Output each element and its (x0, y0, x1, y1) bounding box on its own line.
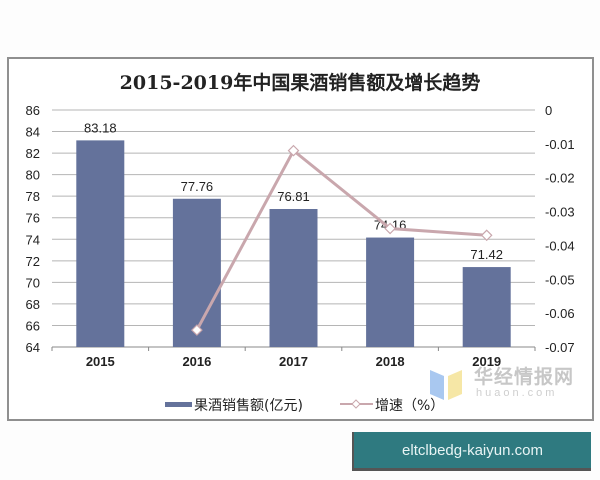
diamond-marker-icon (480, 229, 493, 242)
x-axis-label: 2017 (279, 354, 308, 369)
bar-2017 (269, 209, 318, 347)
bar-2018 (366, 237, 415, 347)
bar-value-label: 76.81 (277, 189, 310, 204)
right-axis-tick: -0.06 (545, 306, 575, 321)
site-badge[interactable]: eltclbedg-kaiyun.com (352, 432, 591, 471)
right-axis-tick: 0 (545, 103, 552, 118)
diamond-marker-icon (191, 324, 203, 336)
bar-value-label: 77.76 (181, 179, 214, 194)
legend-bar-swatch (165, 402, 192, 407)
legend-bar-label: 果酒销售额(亿元) (194, 398, 303, 414)
right-axis-tick: -0.07 (545, 340, 575, 355)
right-axis-tick: -0.04 (545, 238, 575, 253)
left-axis-tick: 64 (26, 340, 40, 355)
left-axis-tick: 74 (26, 232, 40, 247)
watermark-logo-icon (430, 370, 462, 400)
left-axis-tick: 86 (26, 103, 40, 118)
x-axis-label: 2019 (472, 354, 501, 369)
bar-2016 (172, 198, 221, 347)
bar-2019 (462, 267, 511, 347)
bar-value-label: 83.18 (84, 120, 117, 135)
left-axis-tick: 70 (26, 275, 40, 290)
diamond-marker-icon (384, 222, 396, 235)
diamond-marker-icon (287, 144, 300, 157)
watermark-cn: 华经情报网 (474, 367, 575, 388)
legend-diamond-icon (351, 399, 361, 409)
x-axis-label: 2015 (86, 354, 115, 369)
left-axis-tick: 84 (26, 125, 40, 140)
left-axis-tick: 82 (26, 146, 40, 161)
x-axis-label: 2018 (376, 354, 405, 369)
legend-line-label: 增速（%） (375, 398, 444, 414)
left-axis-tick: 80 (26, 168, 40, 183)
right-axis-tick: -0.01 (545, 137, 575, 152)
right-axis-tick: -0.03 (545, 205, 575, 220)
watermark: 华经情报网 huaon.com (428, 362, 598, 408)
growth-line (195, 148, 487, 331)
left-axis-tick: 76 (26, 211, 40, 226)
chart-title: 2015-2019年中国果酒销售额及增长趋势 (119, 72, 481, 94)
watermark-en: huaon.com (476, 387, 558, 399)
bar-value-label: 71.42 (470, 247, 503, 262)
left-axis-tick: 66 (26, 318, 40, 333)
left-axis-tick: 68 (26, 297, 40, 312)
right-axis-tick: -0.02 (545, 171, 575, 186)
x-axis-label: 2016 (182, 354, 211, 369)
bar-2015 (76, 140, 125, 347)
right-axis-tick: -0.05 (545, 272, 575, 287)
left-axis-tick: 78 (26, 189, 40, 204)
left-axis-tick: 72 (26, 254, 40, 269)
